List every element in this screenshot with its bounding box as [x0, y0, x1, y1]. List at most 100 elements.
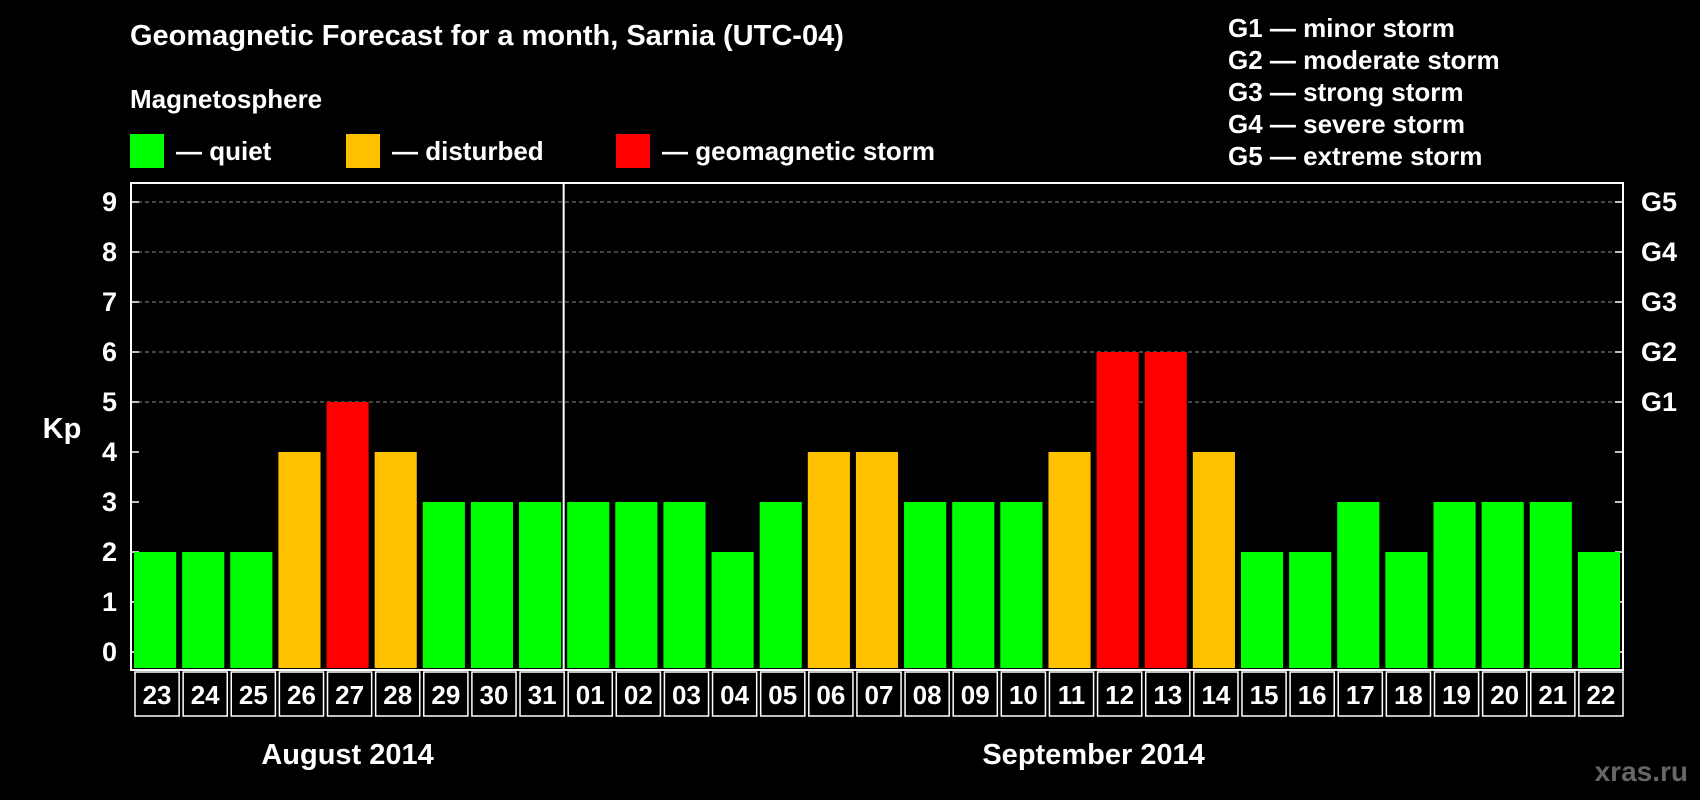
- g-level-label: G1: [1641, 387, 1677, 417]
- date-cell: [1529, 671, 1576, 717]
- date-cell: [423, 671, 469, 717]
- date-cell: [663, 671, 710, 717]
- plot-frame: [130, 182, 1624, 671]
- date-label: 07: [865, 680, 894, 710]
- month-label: September 2014: [982, 739, 1204, 771]
- kp-bar: [134, 552, 177, 668]
- kp-bar: [374, 452, 417, 668]
- g-level-label: G3: [1641, 287, 1677, 317]
- y-tick-label: 9: [102, 187, 117, 217]
- legend-item-quiet: — quiet: [130, 134, 271, 168]
- date-cell: [856, 671, 902, 717]
- kp-bar: [711, 552, 754, 668]
- legend-item-storm: — geomagnetic storm: [616, 134, 935, 168]
- date-cell: [711, 671, 758, 717]
- storm-swatch: [616, 134, 650, 168]
- date-label: 11: [1058, 680, 1086, 710]
- date-cell: [326, 671, 373, 717]
- date-cell: [759, 671, 806, 717]
- watermark: xras.ru: [1594, 756, 1688, 787]
- g-level-label: G4: [1641, 237, 1677, 267]
- date-cell: [1337, 671, 1384, 717]
- legend-label-storm: — geomagnetic storm: [662, 135, 936, 166]
- date-cell: [615, 671, 662, 717]
- y-tick-label: 1: [102, 587, 117, 617]
- g-scale-item: G4 — severe storm: [1228, 109, 1466, 139]
- date-cell: [1578, 671, 1624, 717]
- kp-bar: [952, 502, 995, 668]
- legend-label-quiet: — quiet: [176, 135, 272, 166]
- kp-bar: [230, 552, 273, 668]
- date-label: 13: [1153, 680, 1182, 710]
- legend-label-disturbed: — disturbed: [392, 135, 544, 166]
- kp-bar: [470, 502, 514, 668]
- y-axis-label: Kp: [43, 413, 82, 445]
- g-scale-item: G2 — moderate storm: [1228, 45, 1500, 75]
- y-tick-label: 0: [102, 637, 117, 667]
- kp-bar: [1144, 352, 1187, 668]
- date-label: 03: [672, 680, 701, 710]
- date-label: 28: [383, 680, 412, 710]
- date-label: 19: [1442, 680, 1471, 710]
- kp-bar: [1337, 502, 1380, 668]
- date-cell: [230, 671, 277, 717]
- quiet-swatch: [130, 134, 164, 168]
- date-cell: [808, 671, 854, 717]
- g-scale-item: G5 — extreme storm: [1228, 141, 1483, 171]
- kp-bar: [904, 502, 947, 668]
- kp-bar: [1577, 552, 1620, 668]
- kp-bar: [182, 552, 225, 668]
- y-tick-label: 3: [102, 487, 117, 517]
- kp-bar: [567, 502, 610, 668]
- date-label: 21: [1538, 680, 1567, 710]
- kp-bar: [422, 502, 465, 668]
- date-cell: [1385, 671, 1432, 717]
- date-label: 17: [1346, 680, 1375, 710]
- date-cell: [278, 671, 325, 717]
- kp-bar: [278, 452, 321, 668]
- date-label: 12: [1105, 680, 1134, 710]
- date-label: 22: [1586, 680, 1615, 710]
- kp-bar: [1529, 502, 1572, 668]
- date-cell: [1433, 671, 1480, 717]
- date-cell: [1193, 671, 1239, 717]
- date-label: 02: [624, 680, 653, 710]
- date-label: 04: [720, 680, 749, 710]
- y-tick-label: 4: [102, 437, 117, 467]
- date-label: 16: [1298, 680, 1327, 710]
- date-label: 29: [431, 680, 460, 710]
- date-label: 15: [1250, 680, 1279, 710]
- g-scale-legend: G1 — minor storm G2 — moderate storm G3 …: [1228, 12, 1500, 172]
- date-label: 10: [1009, 680, 1038, 710]
- date-label: 14: [1201, 680, 1230, 710]
- kp-bar: [1192, 452, 1235, 668]
- date-cell: [134, 671, 180, 717]
- kp-bar: [1048, 452, 1091, 668]
- date-cell: [904, 671, 950, 717]
- kp-bar: [807, 452, 850, 668]
- date-label: 25: [239, 680, 268, 710]
- kp-bar: [1433, 502, 1476, 668]
- date-cell: [182, 671, 229, 717]
- date-label: 23: [143, 680, 172, 710]
- g-level-label: G2: [1641, 337, 1677, 367]
- kp-bar: [1000, 502, 1043, 668]
- date-cell: [519, 671, 565, 717]
- date-label: 08: [913, 680, 942, 710]
- y-tick-label: 8: [102, 237, 117, 267]
- kp-bar: [1289, 552, 1332, 668]
- g-scale-item: G3 — strong storm: [1228, 77, 1464, 107]
- date-label: 30: [480, 680, 509, 710]
- kp-bar: [1096, 352, 1139, 668]
- kp-bar: [326, 402, 369, 668]
- date-label: 18: [1394, 680, 1423, 710]
- date-label: 26: [287, 680, 316, 710]
- y-tick-label: 7: [102, 287, 117, 317]
- date-cell: [1096, 671, 1143, 717]
- date-cell: [471, 671, 517, 717]
- g-scale-item: G1 — minor storm: [1228, 13, 1455, 43]
- date-cell: [1048, 671, 1095, 717]
- date-cell: [1000, 671, 1047, 717]
- date-cell: [567, 671, 614, 717]
